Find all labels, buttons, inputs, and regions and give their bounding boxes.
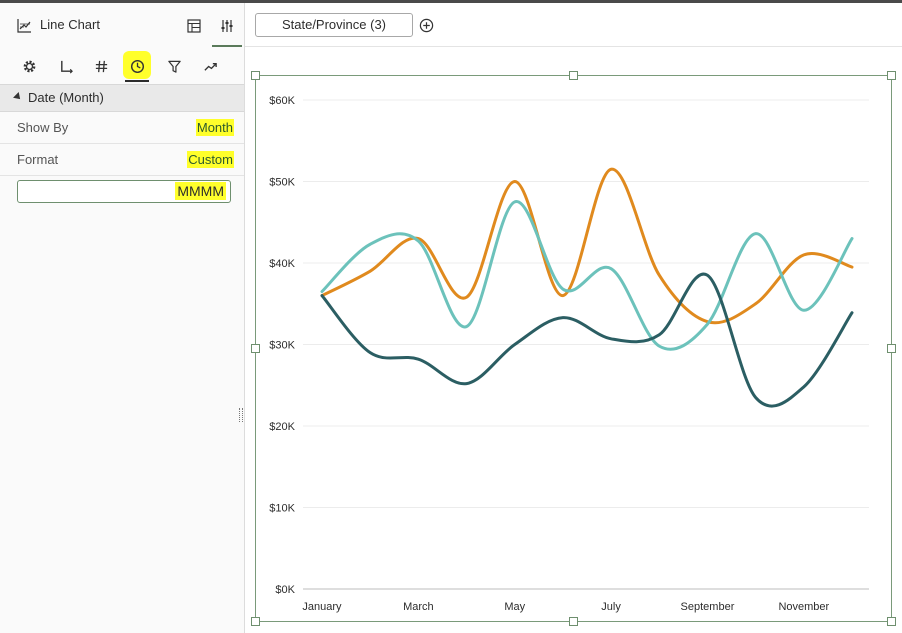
x-tick-label: March (403, 601, 434, 613)
y-tick-label: $20K (269, 421, 295, 433)
format-label: Format (17, 152, 59, 167)
panel-header: Line Chart (0, 3, 244, 47)
row-format: Format Custom (0, 144, 244, 176)
line-chart-icon (17, 19, 31, 33)
property-tabs (0, 49, 244, 83)
y-tick-label: $60K (269, 95, 295, 107)
resize-handle-se[interactable] (887, 617, 896, 626)
tab-axis[interactable] (54, 55, 78, 77)
resize-handle-e[interactable] (887, 344, 896, 353)
x-tick-label: November (778, 601, 829, 613)
properties-icon (221, 20, 233, 32)
x-tick-label: July (601, 601, 621, 613)
hash-icon (95, 60, 107, 72)
properties-panel: Line Chart (0, 3, 245, 633)
resize-handle-s[interactable] (569, 617, 578, 626)
section-date-month[interactable]: Date (Month) (0, 84, 244, 112)
layout-icon (187, 19, 201, 33)
y-axis-ticks: $0K $10K $20K $30K $40K $50K $60K (269, 95, 295, 596)
resize-handle-w[interactable] (251, 344, 260, 353)
clock-icon (130, 59, 144, 73)
tab-values[interactable] (89, 55, 113, 77)
resize-handle-sw[interactable] (251, 617, 260, 626)
x-tick-label: January (302, 601, 342, 613)
y-tick-label: $10K (269, 503, 295, 515)
x-axis-ticks: January March May July September November (302, 601, 829, 613)
show-by-value[interactable]: Month (195, 119, 234, 136)
panel-resize-handle[interactable] (239, 408, 243, 422)
tab-general[interactable] (17, 55, 41, 77)
filter-icon (167, 60, 181, 73)
plus-circle-icon[interactable] (419, 18, 434, 33)
y-tick-label: $0K (275, 584, 295, 596)
format-value[interactable]: Custom (187, 151, 234, 168)
x-tick-label: September (681, 601, 735, 613)
resize-handle-ne[interactable] (887, 71, 896, 80)
series-line-2[interactable] (320, 200, 854, 351)
filter-bar-divider (245, 46, 902, 47)
tab-analytics[interactable] (198, 55, 222, 77)
y-tick-label: $40K (269, 258, 295, 270)
chart-grid (303, 99, 869, 590)
panel-title: Line Chart (40, 17, 100, 32)
state-province-filter-pill[interactable]: State/Province (3) (255, 13, 413, 37)
row-show-by: Show By Month (0, 112, 244, 144)
section-label: Date (Month) (28, 90, 104, 105)
resize-handle-n[interactable] (569, 71, 578, 80)
series-line-3[interactable] (320, 272, 854, 408)
series-line-1[interactable] (320, 167, 854, 325)
window-top-border (0, 0, 902, 3)
show-by-label: Show By (17, 120, 69, 135)
resize-handle-nw[interactable] (251, 71, 260, 80)
chart-series (320, 167, 854, 408)
custom-format-value: MMMM (175, 182, 226, 200)
axis-icon (60, 60, 73, 73)
layout-button[interactable] (183, 15, 205, 37)
tab-filter[interactable] (162, 55, 186, 77)
y-tick-label: $50K (269, 177, 295, 189)
custom-format-input[interactable]: MMMM (17, 180, 231, 203)
y-tick-label: $30K (269, 340, 295, 352)
trend-icon (203, 62, 217, 71)
x-tick-label: May (504, 601, 525, 613)
tab-date[interactable] (123, 51, 151, 82)
properties-button[interactable] (212, 15, 242, 47)
gear-icon (23, 60, 35, 72)
